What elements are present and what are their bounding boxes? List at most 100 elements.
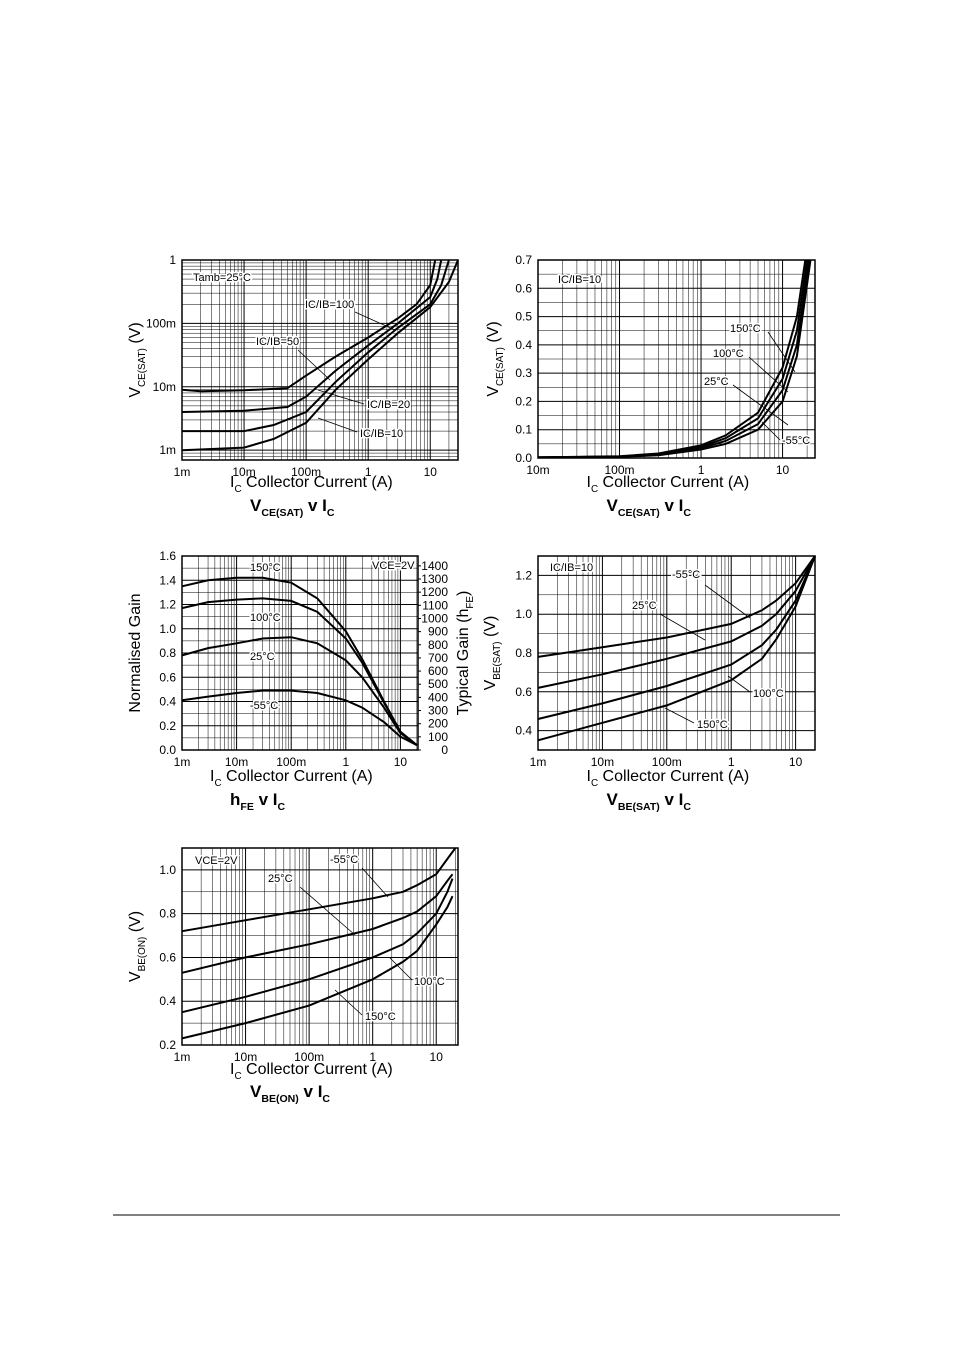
y-tick-label: 1.4 (159, 573, 176, 587)
y-tick-label: 1 (169, 253, 176, 267)
series-label: -55°C (672, 569, 700, 581)
x-axis-label: IC Collector Current (A) (587, 474, 750, 495)
series-line (181, 873, 454, 974)
text-segment: Collector Current (A) (222, 768, 373, 785)
text-segment: (V) (127, 911, 144, 937)
y2-tick-label: 1200 (421, 585, 448, 599)
plot-frame (181, 555, 419, 751)
x-tick-label: 100m (605, 463, 635, 477)
subscript: C (234, 484, 241, 495)
series-line (537, 555, 816, 658)
series-line (537, 555, 816, 689)
y-axis-label: VCE(SAT) (V) (127, 322, 148, 397)
y-tick-label: 0.6 (515, 685, 532, 699)
leader-line (664, 707, 695, 724)
y-axis-label: VBE(ON) (V) (127, 911, 148, 982)
text-segment: I (210, 768, 214, 785)
y-tick-label: 1.0 (159, 622, 176, 636)
series-label: 100°C (414, 976, 445, 988)
subscript: FE (240, 801, 253, 813)
x-tick-label: 10 (789, 755, 803, 769)
series-label: 150°C (250, 562, 281, 574)
series-label: IC/IB=20 (367, 399, 410, 411)
leader-line (361, 867, 389, 898)
y-tick-label: 0.1 (515, 423, 532, 437)
leader-line (297, 349, 331, 381)
y2-tick-label: 200 (428, 717, 448, 731)
series-label: -55°C (782, 435, 810, 447)
text-segment: V (607, 790, 619, 809)
leader-line (761, 421, 781, 441)
y-tick-label: 0.4 (515, 338, 532, 352)
subscript: C (214, 778, 221, 789)
text-segment: (V) (485, 321, 502, 347)
subscript: FE (465, 596, 476, 609)
series-label: 25°C (632, 600, 657, 612)
x-tick-label: 10 (424, 465, 438, 479)
y-tick-label: 0.7 (515, 253, 532, 267)
leader-line (334, 989, 363, 1016)
plot-frame (181, 259, 459, 461)
leader-line (659, 613, 706, 641)
y-tick-label: 0.0 (515, 451, 532, 465)
text-segment: v I (303, 496, 327, 515)
x-tick-label: 10 (394, 755, 408, 769)
series-line (181, 636, 418, 746)
y-tick-label: 0.0 (159, 743, 176, 757)
y-tick-label: 1.2 (159, 598, 176, 612)
subscript: C (327, 507, 335, 519)
x-tick-label: 100m (652, 755, 682, 769)
leader-line (299, 886, 356, 936)
text-segment: v I (299, 1082, 323, 1101)
y-tick-label: 0.8 (515, 646, 532, 660)
y-tick-label: 1m (159, 443, 176, 457)
chart-title: VCE(SAT) v IC (607, 496, 692, 519)
text-segment: h (230, 790, 240, 809)
series-label: 100°C (250, 612, 281, 624)
plot-frame (181, 847, 459, 1046)
y-tick-label: 0.4 (159, 994, 176, 1008)
subscript: C (683, 801, 691, 813)
subscript: C (591, 484, 598, 495)
text-segment: v I (660, 790, 684, 809)
subscript: C (277, 801, 285, 813)
series-line (537, 555, 816, 720)
y2-tick-label: 100 (428, 730, 448, 744)
series-line (181, 259, 437, 393)
text-segment: ) (455, 591, 472, 596)
series-label: 150°C (730, 323, 761, 335)
subscript: CE(SAT) (137, 348, 148, 387)
y-tick-label: 100m (146, 316, 176, 330)
series-line (181, 597, 418, 746)
plot-area (182, 848, 458, 1045)
x-tick-label: 1m (174, 465, 191, 479)
y2-axis-label: Typical Gain (hFE) (455, 591, 476, 716)
y2-tick-label: 600 (428, 664, 448, 678)
annotation: IC/IB=10 (558, 274, 601, 286)
text-segment: I (230, 1061, 234, 1078)
subscript: BE(SAT) (618, 801, 660, 813)
plot-frame (537, 555, 816, 751)
text-segment: V (482, 679, 499, 690)
subscript: CE(SAT) (495, 347, 506, 386)
y-tick-label: 0.8 (159, 646, 176, 660)
text-segment: Collector Current (A) (242, 474, 393, 491)
y-axis-label: VBE(SAT) (V) (482, 616, 503, 691)
chart-title: VCE(SAT) v IC (250, 496, 335, 519)
y-tick-label: 0.6 (159, 950, 176, 964)
series-line (537, 555, 816, 742)
y-tick-label: 10m (153, 380, 176, 394)
subscript: C (234, 1071, 241, 1082)
text-segment: V (127, 971, 144, 982)
text-segment: V (607, 496, 619, 515)
x-tick-label: 1 (342, 755, 349, 769)
y-axis-label: Normalised Gain (127, 593, 144, 712)
text-segment: I (587, 768, 591, 785)
x-axis-label: IC Collector Current (A) (587, 768, 750, 789)
series-label: IC/IB=100 (305, 299, 354, 311)
x-tick-label: 1 (369, 1050, 376, 1064)
series-label: -55°C (330, 854, 358, 866)
y-tick-label: 0.4 (515, 724, 532, 738)
